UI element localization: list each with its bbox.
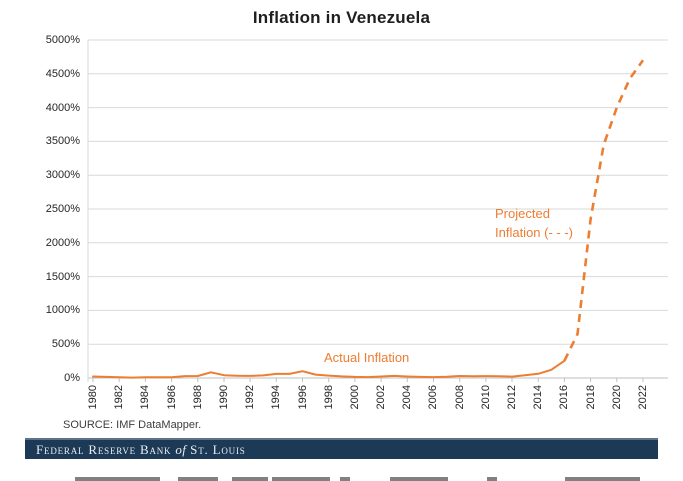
x-axis-tick-label: 2006 [427, 385, 440, 410]
clipped-text-fragment [565, 477, 640, 481]
y-axis-tick-label: 2000% [45, 236, 80, 249]
x-axis-tick-label: 1982 [113, 385, 126, 410]
y-axis-tick-label: 1000% [45, 304, 80, 317]
clipped-text-fragment [340, 477, 350, 481]
actual-inflation-annotation: Actual Inflation [324, 350, 410, 365]
footer-banner: Federal Reserve Bank of St. Louis [25, 438, 658, 459]
y-axis-tick-label: 2500% [45, 203, 80, 215]
footer-bank-of: of [175, 441, 187, 457]
y-axis-tick-label: 3000% [45, 169, 80, 182]
x-axis-tick-label: 2010 [479, 385, 492, 410]
x-axis-tick-label: 1998 [322, 385, 335, 410]
x-axis-tick-label: 2004 [401, 385, 414, 410]
footer-bank-name: Federal Reserve Bank [36, 441, 176, 457]
clipped-text-fragment [75, 477, 160, 481]
y-axis-tick-label: 1500% [45, 270, 80, 283]
projected-inflation-annotation: Projected Inflation (- - -) [495, 204, 573, 242]
x-axis-tick-label: 2020 [610, 385, 623, 410]
clipped-caption-row [0, 476, 683, 481]
y-axis-tick-label: 500% [51, 338, 80, 351]
projected-inflation-line [563, 59, 645, 362]
x-axis-tick-label: 2000 [348, 385, 361, 410]
x-axis-tick-label: 1994 [270, 385, 283, 410]
actual-inflation-line [92, 359, 566, 379]
x-axis-tick-label: 2016 [558, 385, 571, 410]
x-axis-tick-label: 2014 [532, 385, 545, 410]
x-axis-tick-label: 1996 [296, 385, 309, 410]
x-axis-tick-label: 2008 [453, 385, 466, 410]
footer-bank-city: St. Louis [186, 441, 246, 457]
y-axis-tick-label: 5000% [45, 34, 80, 46]
projected-annotation-line2: Inflation (- - -) [495, 225, 574, 240]
x-axis-tick-label: 1992 [244, 385, 257, 410]
y-axis-tick-label: 4000% [45, 101, 80, 114]
x-axis-tick-label: 1990 [217, 385, 230, 410]
y-axis-tick-label: 4500% [45, 67, 80, 80]
x-axis-tick-label: 2018 [584, 385, 597, 410]
plot-area [87, 39, 668, 382]
x-axis-tick-label: 1984 [139, 385, 152, 410]
y-axis-tick-label: 3500% [45, 135, 80, 148]
x-axis-tick-label: 2022 [637, 385, 649, 410]
x-axis-tick-label: 1988 [191, 385, 204, 410]
clipped-text-fragment [390, 477, 448, 481]
x-axis-tick-label: 1980 [87, 385, 99, 410]
x-axis-tick-label: 1986 [165, 385, 178, 410]
y-axis-tick-label: 0% [64, 372, 80, 384]
clipped-text-fragment [232, 477, 268, 481]
x-axis-tick-label: 2002 [375, 385, 388, 410]
clipped-text-fragment [487, 477, 497, 481]
projected-annotation-line1: Projected [495, 206, 550, 221]
clipped-text-fragment [272, 477, 330, 481]
clipped-text-fragment [178, 477, 218, 481]
chart-title: Inflation in Venezuela [252, 8, 431, 27]
x-axis-tick-label: 2012 [506, 385, 519, 410]
source-note: SOURCE: IMF DataMapper. [63, 419, 202, 431]
